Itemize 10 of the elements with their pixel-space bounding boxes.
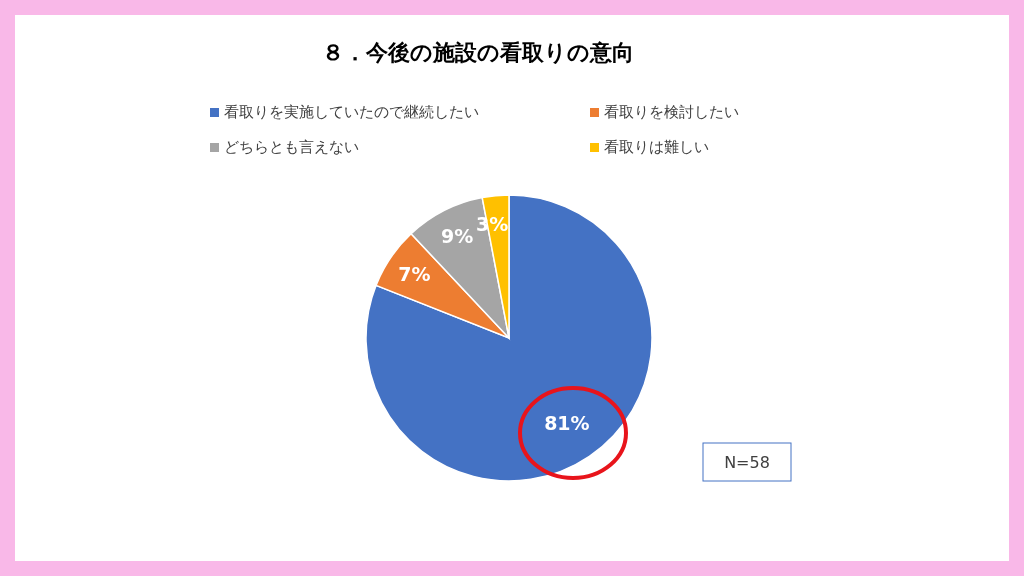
legend-label: どちらとも言えない: [224, 138, 359, 156]
data-label: 7%: [398, 262, 431, 285]
legend-label: 看取りを実施していたので継続したい: [224, 103, 479, 121]
legend-label: 看取りは難しい: [604, 138, 709, 156]
pie-slice: [365, 194, 653, 482]
data-label: 9%: [440, 225, 474, 248]
legend-label: 看取りを検討したい: [604, 103, 739, 121]
chart-title: ８．今後の施設の看取りの意向: [322, 40, 634, 65]
text: N=58: [724, 453, 770, 472]
data-label: 81%: [544, 412, 590, 435]
